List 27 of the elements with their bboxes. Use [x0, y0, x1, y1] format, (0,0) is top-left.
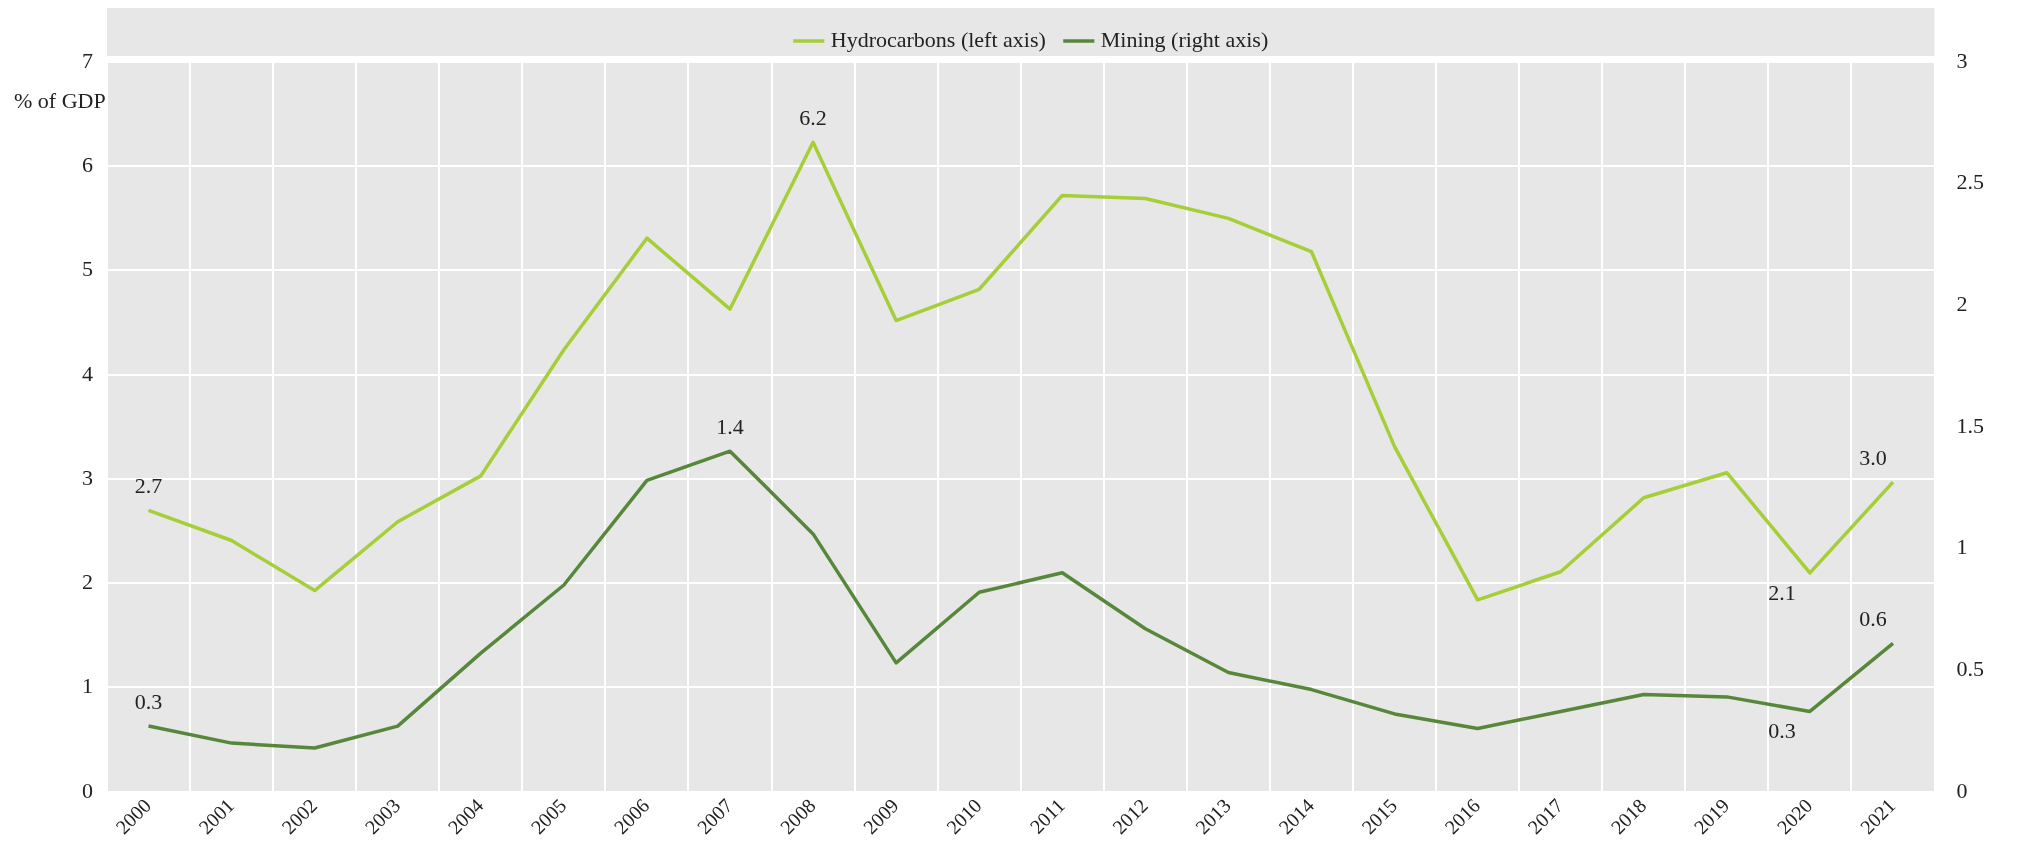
y-tick-label: 6 [82, 152, 93, 178]
y2-tick-label: 1.5 [1956, 412, 1984, 438]
y-tick-label: 7 [82, 47, 93, 73]
data-label: 0.3 [134, 688, 163, 714]
data-label: 6.2 [799, 105, 827, 131]
y-tick-label: 5 [82, 256, 93, 282]
y2-tick-label: 2 [1956, 291, 1968, 317]
y2-tick-label: 2.5 [1956, 169, 1984, 195]
y2-tick-label: 3 [1956, 47, 1968, 73]
y2-tick-label: 0.5 [1956, 655, 1984, 681]
y-tick-label: 0 [82, 777, 93, 803]
legend-label: Mining (right axis) [1100, 26, 1269, 52]
legend-label: Hydrocarbons (left axis) [830, 26, 1046, 52]
data-label: 2.1 [1768, 579, 1796, 605]
x-tick-label: 2011 [1025, 794, 1069, 838]
y-tick-label: 1 [82, 673, 93, 699]
y-tick-label: 4 [82, 360, 93, 386]
data-label: 0.3 [1768, 718, 1796, 744]
data-label: 2.7 [134, 473, 163, 499]
y2-tick-label: 0 [1956, 777, 1968, 803]
data-label: 0.6 [1859, 606, 1887, 632]
y-axis-title: % of GDP [14, 88, 106, 114]
y2-tick-label: 1 [1956, 534, 1968, 560]
data-label: 3.0 [1859, 444, 1887, 470]
y-tick-label: 2 [82, 569, 93, 595]
y-tick-label: 3 [82, 464, 93, 490]
data-label: 1.4 [716, 413, 744, 439]
